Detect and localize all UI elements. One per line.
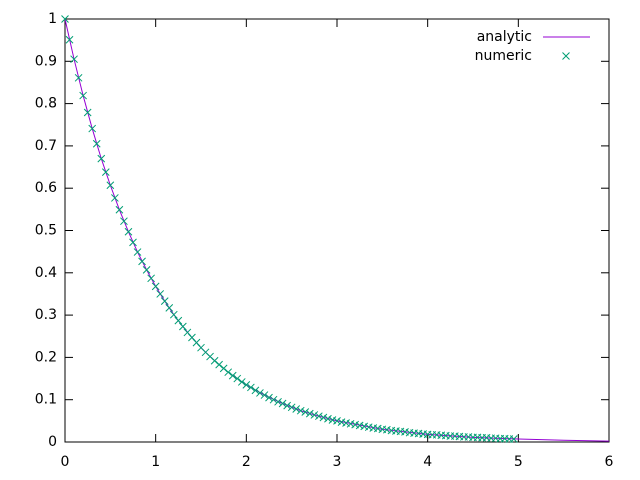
x-tick-label: 3 — [333, 454, 342, 470]
data-point — [65, 35, 74, 44]
data-point — [215, 360, 223, 369]
data-point — [88, 124, 97, 133]
x-tick-label: 0 — [61, 454, 70, 470]
data-point — [351, 420, 359, 429]
y-tick-label: 0.1 — [35, 392, 57, 408]
y-tick-label: 0.7 — [35, 138, 57, 154]
data-point — [61, 15, 69, 23]
data-point — [283, 401, 291, 410]
data-line — [64, 18, 610, 442]
data-point — [360, 422, 369, 431]
data-point — [156, 290, 165, 298]
data-point — [355, 421, 364, 430]
data-point — [337, 418, 346, 426]
data-point — [265, 393, 273, 402]
data-point — [129, 238, 137, 247]
data-point — [319, 413, 328, 422]
data-point — [233, 374, 242, 383]
x-tick-label: 5 — [514, 454, 523, 470]
data-point — [133, 248, 142, 256]
data-point — [106, 181, 115, 190]
data-point — [296, 406, 305, 415]
data-point — [169, 310, 178, 319]
data-point — [251, 386, 260, 395]
data-point — [342, 419, 350, 427]
data-point — [383, 425, 391, 434]
y-tick-label: 0.2 — [35, 349, 57, 365]
y-tick-label: 0.8 — [35, 96, 57, 112]
y-tick-label: 0.6 — [35, 180, 57, 196]
y-tick-label: 0.9 — [35, 53, 57, 69]
data-point — [333, 416, 341, 425]
data-point — [305, 409, 314, 418]
data-point — [287, 403, 296, 412]
data-point — [242, 381, 251, 389]
data-point — [97, 154, 106, 163]
data-point — [147, 274, 155, 283]
data-point — [124, 227, 133, 236]
data-point — [373, 424, 382, 433]
data-point — [74, 73, 83, 82]
data-point — [165, 304, 174, 312]
data-point — [269, 395, 278, 404]
data-point — [301, 408, 310, 416]
x-tick-label: 4 — [423, 454, 432, 470]
data-point — [509, 435, 518, 443]
data-point — [401, 427, 409, 436]
data-point — [256, 389, 264, 397]
data-point — [247, 383, 255, 392]
data-point — [260, 391, 269, 399]
data-point — [151, 282, 160, 291]
x-tick-label: 2 — [242, 454, 251, 470]
x-tick-label: 1 — [151, 454, 160, 470]
y-tick-label: 0.3 — [35, 307, 57, 323]
data-point — [101, 168, 110, 176]
data-point — [142, 265, 151, 274]
data-point — [120, 217, 128, 226]
data-point — [278, 399, 287, 408]
data-point — [83, 108, 92, 117]
data-point — [111, 194, 119, 202]
data-point — [292, 405, 301, 413]
data-point — [219, 364, 228, 373]
data-point — [160, 297, 169, 305]
y-tick-label: 1 — [48, 11, 57, 27]
data-point — [70, 55, 78, 64]
data-point — [92, 139, 101, 148]
legend-label: numeric — [475, 48, 532, 64]
data-point — [324, 414, 332, 423]
data-point — [115, 205, 124, 214]
data-point — [328, 416, 337, 424]
data-point — [315, 412, 323, 421]
data-point — [364, 423, 373, 432]
data-point — [224, 368, 233, 377]
data-point — [310, 411, 319, 419]
data-point — [210, 356, 219, 365]
data-point — [138, 257, 146, 266]
data-point — [274, 397, 282, 406]
legend-label: analytic — [477, 29, 532, 45]
plot-border — [64, 18, 610, 443]
y-tick-label: 0.4 — [35, 265, 57, 281]
data-point — [228, 371, 237, 380]
legend-marker — [562, 52, 570, 60]
x-tick-label: 6 — [605, 454, 614, 470]
data-point — [346, 419, 355, 428]
data-point — [179, 322, 187, 331]
y-tick-label: 0.5 — [35, 223, 57, 239]
data-point — [174, 316, 183, 325]
y-tick-label: 0 — [48, 434, 57, 450]
data-point — [237, 378, 246, 386]
data-point — [79, 91, 87, 100]
